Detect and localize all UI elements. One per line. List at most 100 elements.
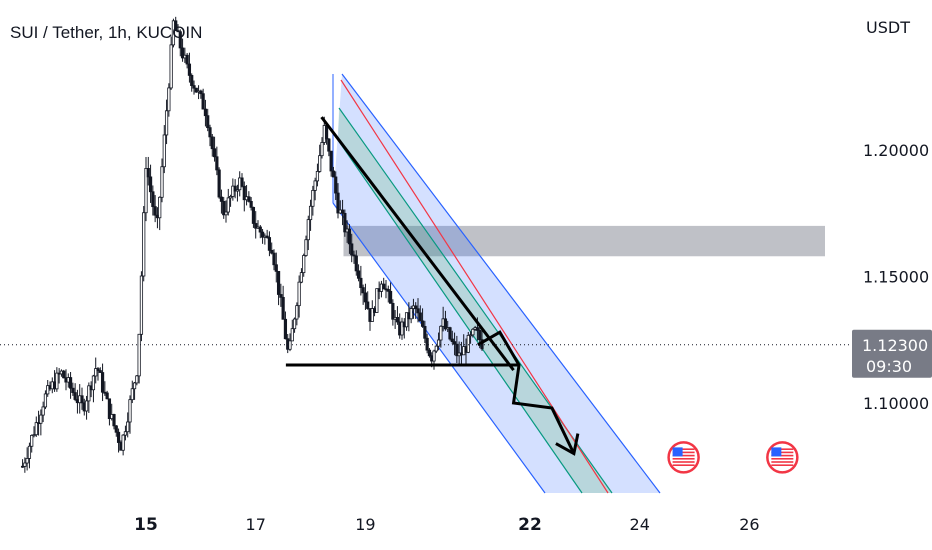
flag-stripe: [672, 461, 695, 463]
candle-body: [370, 308, 374, 322]
last-price-label: 1.12300: [862, 336, 928, 355]
candle-body: [98, 370, 102, 373]
candle-body: [212, 148, 217, 158]
candle-body: [190, 75, 194, 86]
candle-body: [468, 334, 473, 337]
candle: [279, 283, 283, 307]
candle-body: [295, 305, 299, 320]
candle: [418, 305, 422, 322]
candle-body: [80, 395, 84, 404]
candle-body: [315, 171, 320, 182]
candle: [41, 401, 45, 423]
candle-body: [343, 212, 347, 233]
candle: [160, 158, 164, 203]
candle: [105, 390, 109, 400]
candle-body: [439, 325, 443, 341]
candle: [375, 288, 379, 313]
candle-body: [388, 290, 393, 304]
candle-body: [247, 196, 251, 202]
flag-stripe: [771, 451, 794, 454]
candle: [361, 284, 365, 305]
candle: [23, 457, 27, 473]
candle-body: [432, 350, 436, 362]
candle-body: [121, 434, 125, 451]
candle-body: [233, 185, 237, 192]
candle-body: [135, 375, 139, 384]
candle-body: [436, 339, 441, 347]
candle: [194, 87, 198, 93]
trend-line: [320, 116, 515, 372]
candle-body: [290, 328, 294, 342]
candle: [228, 194, 233, 207]
candle: [247, 191, 251, 203]
candle-body: [105, 392, 109, 400]
candle-body: [123, 431, 128, 436]
regression-channel-layer: [332, 73, 661, 494]
candle-body: [142, 212, 146, 277]
candle-body: [94, 368, 98, 377]
candle-body: [366, 301, 370, 309]
candle: [174, 16, 178, 32]
candle-body: [96, 368, 100, 371]
candle-body: [324, 125, 329, 140]
candle: [121, 434, 125, 456]
candle-body: [176, 30, 180, 33]
candle-body: [107, 398, 112, 420]
flag-stripe: [672, 454, 695, 457]
candle-body: [251, 206, 256, 224]
candle: [116, 428, 121, 453]
candle: [242, 181, 246, 212]
candle-body: [23, 462, 27, 467]
candle-body: [329, 150, 333, 172]
candle: [142, 206, 146, 282]
candle: [468, 331, 473, 344]
candle-body: [73, 392, 77, 400]
flag-canton: [771, 447, 782, 457]
candle: [409, 305, 413, 324]
candle: [62, 369, 66, 379]
candle: [304, 235, 308, 257]
candle-body: [320, 142, 324, 157]
candle-body: [27, 445, 32, 459]
candle: [176, 24, 180, 33]
candle: [471, 328, 475, 338]
candle: [148, 164, 153, 203]
candle-body: [55, 372, 59, 390]
candle: [91, 374, 96, 403]
candle: [334, 171, 338, 201]
event-marker-ring: [766, 441, 799, 474]
x-tick-label: 15: [134, 515, 158, 535]
candle: [443, 310, 448, 331]
candle-body: [169, 44, 173, 89]
candle: [171, 18, 176, 48]
candle-body: [375, 288, 379, 313]
candle-body: [228, 196, 233, 199]
candle: [39, 409, 43, 436]
candle-body: [260, 231, 265, 238]
candle-body: [84, 400, 89, 412]
candle: [210, 133, 214, 157]
candle-body: [112, 414, 116, 427]
candle: [185, 53, 189, 69]
candle: [212, 136, 217, 162]
candle: [329, 150, 333, 177]
candle: [432, 349, 436, 370]
x-tick-label: 26: [739, 515, 759, 534]
candle-body: [192, 85, 196, 89]
projection-path: [477, 330, 576, 455]
candle: [240, 173, 244, 188]
flag-canton: [672, 447, 683, 457]
candle-body: [386, 289, 390, 292]
candle: [320, 137, 324, 159]
candle-body: [199, 90, 203, 95]
candle: [382, 277, 386, 290]
flag-stripe: [672, 464, 695, 466]
candle: [107, 398, 112, 426]
candle: [350, 233, 354, 263]
candle: [80, 387, 84, 410]
candle: [276, 270, 281, 306]
candle: [258, 224, 262, 239]
chart-title: SUI / Tether, 1h, KUCOIN: [10, 23, 202, 42]
candle: [352, 250, 356, 264]
